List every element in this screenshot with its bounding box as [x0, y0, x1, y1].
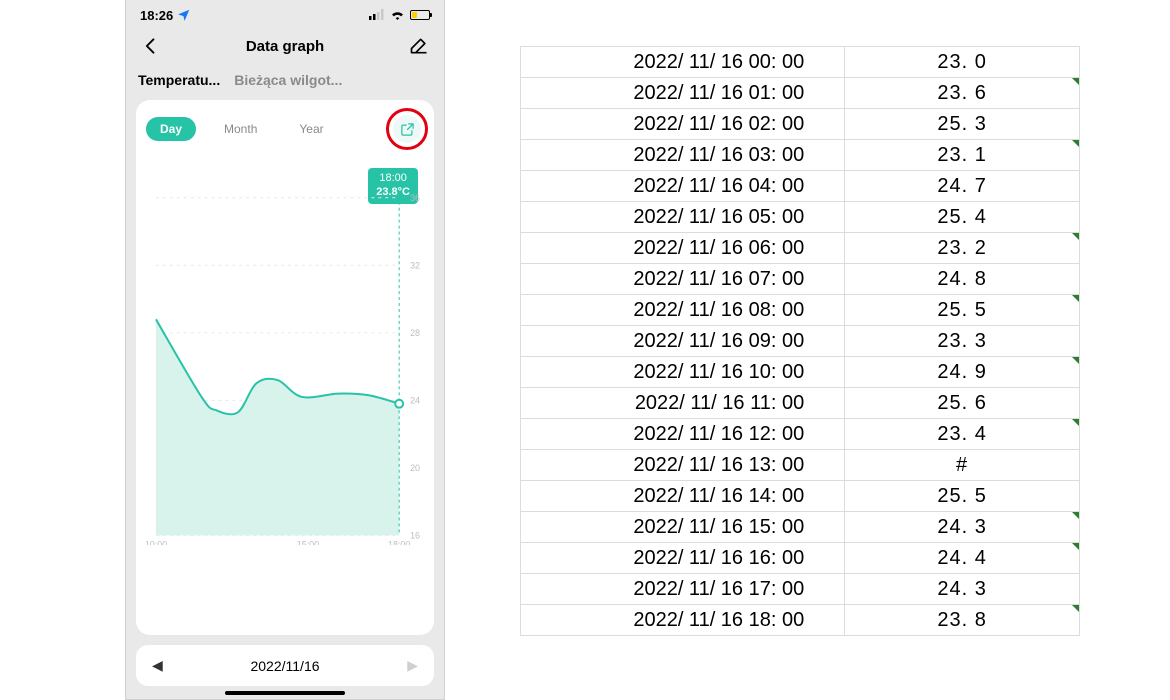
table-row: 2022/ 11/ 16 04: 0024. 7 — [521, 171, 1080, 202]
cell-value: 25. 3 — [845, 109, 1080, 140]
home-indicator — [225, 691, 345, 695]
table-row: 2022/ 11/ 16 01: 0023. 6 — [521, 78, 1080, 109]
cell-timestamp: 2022/ 11/ 16 15: 00 — [521, 512, 845, 543]
svg-text:18:00: 18:00 — [388, 539, 410, 545]
cell-timestamp: 2022/ 11/ 16 16: 00 — [521, 543, 845, 574]
chart-card: DayMonthYear 18:00 23.8°C 16202428323610… — [136, 100, 434, 635]
table-row: 2022/ 11/ 16 02: 0025. 3 — [521, 109, 1080, 140]
cell-timestamp: 2022/ 11/ 16 05: 00 — [521, 202, 845, 233]
table-row: 2022/ 11/ 16 11: 0025. 6 — [521, 388, 1080, 419]
battery-icon — [410, 10, 430, 20]
table-row: 2022/ 11/ 16 06: 0023. 2 — [521, 233, 1080, 264]
cell-timestamp: 2022/ 11/ 16 09: 00 — [521, 326, 845, 357]
export-button[interactable] — [393, 115, 421, 143]
sensor-tab-0[interactable]: Temperatu... — [136, 68, 222, 92]
range-tabs: Day Month Year — [146, 117, 338, 141]
wifi-icon — [390, 8, 405, 23]
svg-text:36: 36 — [410, 193, 420, 203]
back-button[interactable] — [140, 35, 162, 57]
cell-value: 23. 1 — [845, 140, 1080, 171]
phone-frame: 18:26 Data graph — [125, 0, 445, 700]
cell-timestamp: 2022/ 11/ 16 06: 00 — [521, 233, 845, 264]
next-day-button: ▶ — [407, 657, 418, 674]
cell-timestamp: 2022/ 11/ 16 14: 00 — [521, 481, 845, 512]
cell-timestamp: 2022/ 11/ 16 17: 00 — [521, 574, 845, 605]
cell-value: 25. 6 — [845, 388, 1080, 419]
cell-timestamp: 2022/ 11/ 16 08: 00 — [521, 295, 845, 326]
cell-value: 23. 0 — [845, 47, 1080, 78]
prev-day-button[interactable]: ◀ — [152, 657, 163, 674]
cell-timestamp: 2022/ 11/ 16 11: 00 — [521, 388, 845, 419]
cell-value: 24. 3 — [845, 512, 1080, 543]
cell-timestamp: 2022/ 11/ 16 02: 00 — [521, 109, 845, 140]
cell-timestamp: 2022/ 11/ 16 04: 00 — [521, 171, 845, 202]
statusbar-time: 18:26 — [140, 8, 173, 23]
table-row: 2022/ 11/ 16 00: 0023. 0 — [521, 47, 1080, 78]
date-label: 2022/11/16 — [250, 658, 319, 674]
page-title: Data graph — [246, 38, 324, 55]
cell-value: 23. 3 — [845, 326, 1080, 357]
table-row: 2022/ 11/ 16 12: 0023. 4 — [521, 419, 1080, 450]
temperature-chart[interactable]: 18:00 23.8°C 16202428323610:0015:0018:00 — [146, 168, 424, 568]
table-row: 2022/ 11/ 16 09: 0023. 3 — [521, 326, 1080, 357]
cell-value: 23. 2 — [845, 233, 1080, 264]
svg-text:28: 28 — [410, 328, 420, 338]
svg-text:20: 20 — [410, 463, 420, 473]
table-row: 2022/ 11/ 16 16: 0024. 4 — [521, 543, 1080, 574]
table-row: 2022/ 11/ 16 14: 0025. 5 — [521, 481, 1080, 512]
edit-button[interactable] — [408, 35, 430, 57]
cell-value: 24. 7 — [845, 171, 1080, 202]
statusbar: 18:26 — [126, 0, 444, 26]
table-row: 2022/ 11/ 16 18: 0023. 8 — [521, 605, 1080, 636]
range-tab-month[interactable]: Month — [210, 117, 271, 141]
cell-value: 24. 8 — [845, 264, 1080, 295]
navbar: Data graph — [126, 26, 444, 66]
cell-timestamp: 2022/ 11/ 16 07: 00 — [521, 264, 845, 295]
sensor-tab-1[interactable]: Bieżąca wilgot... — [232, 68, 344, 92]
table-row: 2022/ 11/ 16 15: 0024. 3 — [521, 512, 1080, 543]
sensor-type-tabs: Temperatu... Bieżąca wilgot... — [126, 66, 444, 100]
location-icon — [177, 8, 191, 22]
exported-data-table: 2022/ 11/ 16 00: 0023. 02022/ 11/ 16 01:… — [520, 46, 1080, 636]
date-picker: ◀ 2022/11/16 ▶ — [136, 645, 434, 686]
svg-text:16: 16 — [410, 530, 420, 540]
cell-timestamp: 2022/ 11/ 16 12: 00 — [521, 419, 845, 450]
cell-value: 24. 9 — [845, 357, 1080, 388]
cell-value: 24. 4 — [845, 543, 1080, 574]
svg-text:32: 32 — [410, 260, 420, 270]
cell-timestamp: 2022/ 11/ 16 03: 00 — [521, 140, 845, 171]
svg-text:15:00: 15:00 — [297, 539, 319, 545]
cell-timestamp: 2022/ 11/ 16 01: 00 — [521, 78, 845, 109]
cell-value: 23. 4 — [845, 419, 1080, 450]
cell-value: 24. 3 — [845, 574, 1080, 605]
cell-timestamp: 2022/ 11/ 16 18: 00 — [521, 605, 845, 636]
cell-timestamp: 2022/ 11/ 16 00: 00 — [521, 47, 845, 78]
table-row: 2022/ 11/ 16 13: 00# — [521, 450, 1080, 481]
cell-value: 23. 6 — [845, 78, 1080, 109]
cell-timestamp: 2022/ 11/ 16 10: 00 — [521, 357, 845, 388]
cell-value: 25. 5 — [845, 481, 1080, 512]
cell-value: 25. 4 — [845, 202, 1080, 233]
range-tab-year[interactable]: Year — [285, 117, 337, 141]
svg-text:10:00: 10:00 — [146, 539, 167, 545]
cell-timestamp: 2022/ 11/ 16 13: 00 — [521, 450, 845, 481]
cell-value: 25. 5 — [845, 295, 1080, 326]
table-row: 2022/ 11/ 16 17: 0024. 3 — [521, 574, 1080, 605]
table-row: 2022/ 11/ 16 07: 0024. 8 — [521, 264, 1080, 295]
range-tab-day[interactable]: Day — [146, 117, 196, 141]
cell-value: # — [845, 450, 1080, 481]
table-row: 2022/ 11/ 16 05: 0025. 4 — [521, 202, 1080, 233]
svg-text:24: 24 — [410, 395, 420, 405]
cell-value: 23. 8 — [845, 605, 1080, 636]
table-row: 2022/ 11/ 16 08: 0025. 5 — [521, 295, 1080, 326]
table-row: 2022/ 11/ 16 10: 0024. 9 — [521, 357, 1080, 388]
cellular-icon — [369, 8, 385, 23]
table-row: 2022/ 11/ 16 03: 0023. 1 — [521, 140, 1080, 171]
